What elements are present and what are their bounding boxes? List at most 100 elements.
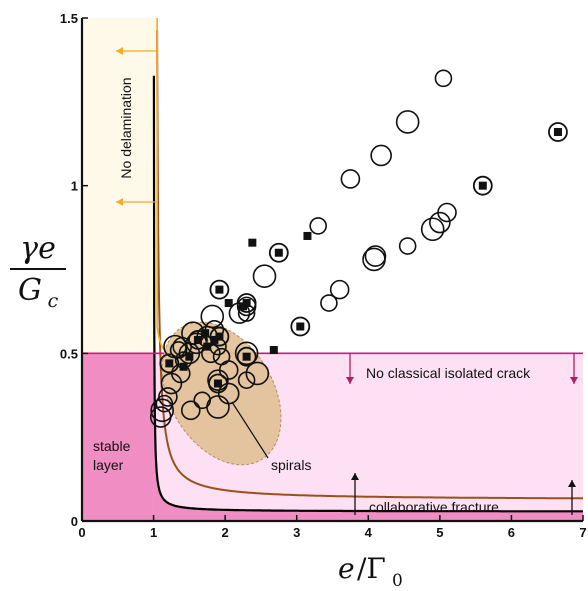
x-tick-label: 4 [365, 525, 373, 540]
y-label-numerator: γe [20, 231, 56, 266]
data-point-ring [548, 122, 568, 142]
x-tick-label: 3 [293, 525, 300, 540]
data-point-filled-square [203, 342, 212, 351]
no-delamination-arrow-top [116, 47, 158, 55]
x-label-var: e [338, 552, 355, 585]
x-tick-label: 6 [508, 525, 515, 540]
data-point-inner-square [213, 379, 222, 388]
x-tick-label: 5 [436, 525, 443, 540]
data-point-open-circle [429, 211, 451, 234]
data-point-open-circle [420, 217, 445, 242]
arrow-head [570, 377, 578, 384]
data-point-open-circle [398, 237, 417, 255]
data-point-open-circle [155, 394, 174, 413]
data-point-inner-square [478, 181, 487, 190]
no-delamination-arrow-bottom [116, 198, 158, 206]
data-point-ring [209, 279, 230, 300]
no-classical-arrow-right [570, 353, 578, 384]
data-point-open-circle [245, 361, 270, 386]
data-point-ring [268, 242, 289, 263]
data-point-filled-square [224, 299, 233, 308]
brown-boundary-curve [156, 30, 583, 500]
data-point-inner-square [242, 352, 251, 361]
stable-layer-label-line2: layer [93, 457, 124, 473]
data-point-ring [188, 330, 208, 350]
arrow-head [346, 377, 354, 384]
data-point-ring [236, 293, 257, 313]
no-classical-arrow-left [346, 353, 354, 384]
data-points [149, 69, 568, 428]
data-point-inner-square [274, 248, 283, 257]
x-axis-label: e /Γ 0 [338, 552, 403, 591]
x-label-sub: 0 [392, 571, 403, 591]
data-point-filled-square [185, 352, 194, 361]
no-delamination-label: No delamination [118, 77, 134, 178]
data-point-ring [236, 346, 257, 367]
x-label-slash: /Γ [357, 552, 386, 585]
arrow-head [116, 47, 123, 55]
data-point-open-circle [206, 395, 230, 419]
data-point-inner-square [242, 299, 251, 308]
collaborative-fracture-label: collaborative fracture [369, 499, 499, 515]
data-point-inner-square [553, 128, 562, 137]
arrow-head [568, 480, 576, 487]
data-point-filled-square [303, 231, 312, 240]
black-boundary-curve [152, 75, 583, 513]
no-delamination-region [82, 18, 158, 354]
data-point-inner-square [296, 322, 305, 331]
y-label-denominator: G [18, 273, 42, 308]
data-point-open-circle [434, 69, 453, 88]
data-point-open-circle [329, 279, 350, 300]
data-point-ring [472, 175, 493, 196]
data-point-open-circle [309, 217, 327, 235]
data-point-open-circle [149, 406, 172, 428]
data-point-open-circle [150, 398, 174, 423]
data-point-open-circle [180, 400, 201, 421]
region-arrows [116, 47, 578, 515]
spirals-pointer-line [231, 401, 269, 459]
y-tick-label: 1 [71, 179, 78, 194]
data-point-ring [208, 373, 228, 394]
axes: 0 0.5 1 1.5 0 1 2 3 4 5 6 7 [60, 11, 587, 540]
x-tick-label: 7 [579, 525, 586, 540]
series-square-in-circle [159, 122, 568, 394]
data-point-inner-square [165, 359, 174, 368]
data-point-open-circle [207, 369, 229, 391]
arrow-head [351, 473, 359, 480]
stable-layer-label-line1: stable [93, 438, 131, 454]
y-label-denominator-sub: c [48, 290, 59, 312]
spirals-label: spirals [271, 457, 311, 473]
x-tick-label: 2 [222, 525, 229, 540]
data-point-ring [159, 353, 180, 374]
data-point-inner-square [193, 335, 202, 344]
stable-layer-region [82, 353, 154, 521]
collaborative-arrow-right [568, 480, 576, 515]
data-point-inner-square [215, 285, 224, 294]
data-point-filled-square [210, 335, 219, 344]
y-tick-label: 0 [71, 514, 78, 529]
y-axis-label: γe G c [10, 231, 66, 312]
data-point-open-circle [169, 341, 188, 359]
data-point-open-circle [340, 169, 361, 189]
arrow-head [116, 198, 123, 206]
data-point-open-circle [234, 341, 259, 366]
data-point-ring [209, 326, 230, 347]
data-point-open-circle [252, 264, 277, 289]
data-point-inner-square [215, 332, 224, 341]
data-point-open-circle [395, 110, 420, 134]
y-tick-label: 0.5 [60, 346, 78, 361]
y-tick-label: 1.5 [60, 11, 78, 26]
data-point-ring [290, 316, 311, 337]
data-point-open-circle [320, 294, 338, 312]
x-tick-label: 1 [150, 525, 157, 540]
data-point-open-circle [437, 202, 457, 223]
data-point-filled-square [248, 238, 257, 247]
data-point-open-circle [364, 245, 387, 267]
no-classical-crack-label: No classical isolated crack [366, 365, 531, 381]
data-point-filled-square [179, 362, 188, 371]
data-point-filled-square [269, 345, 278, 354]
collaborative-arrow-left [351, 473, 359, 515]
x-tick-label: 0 [78, 525, 85, 540]
data-point-open-circle [217, 382, 240, 405]
